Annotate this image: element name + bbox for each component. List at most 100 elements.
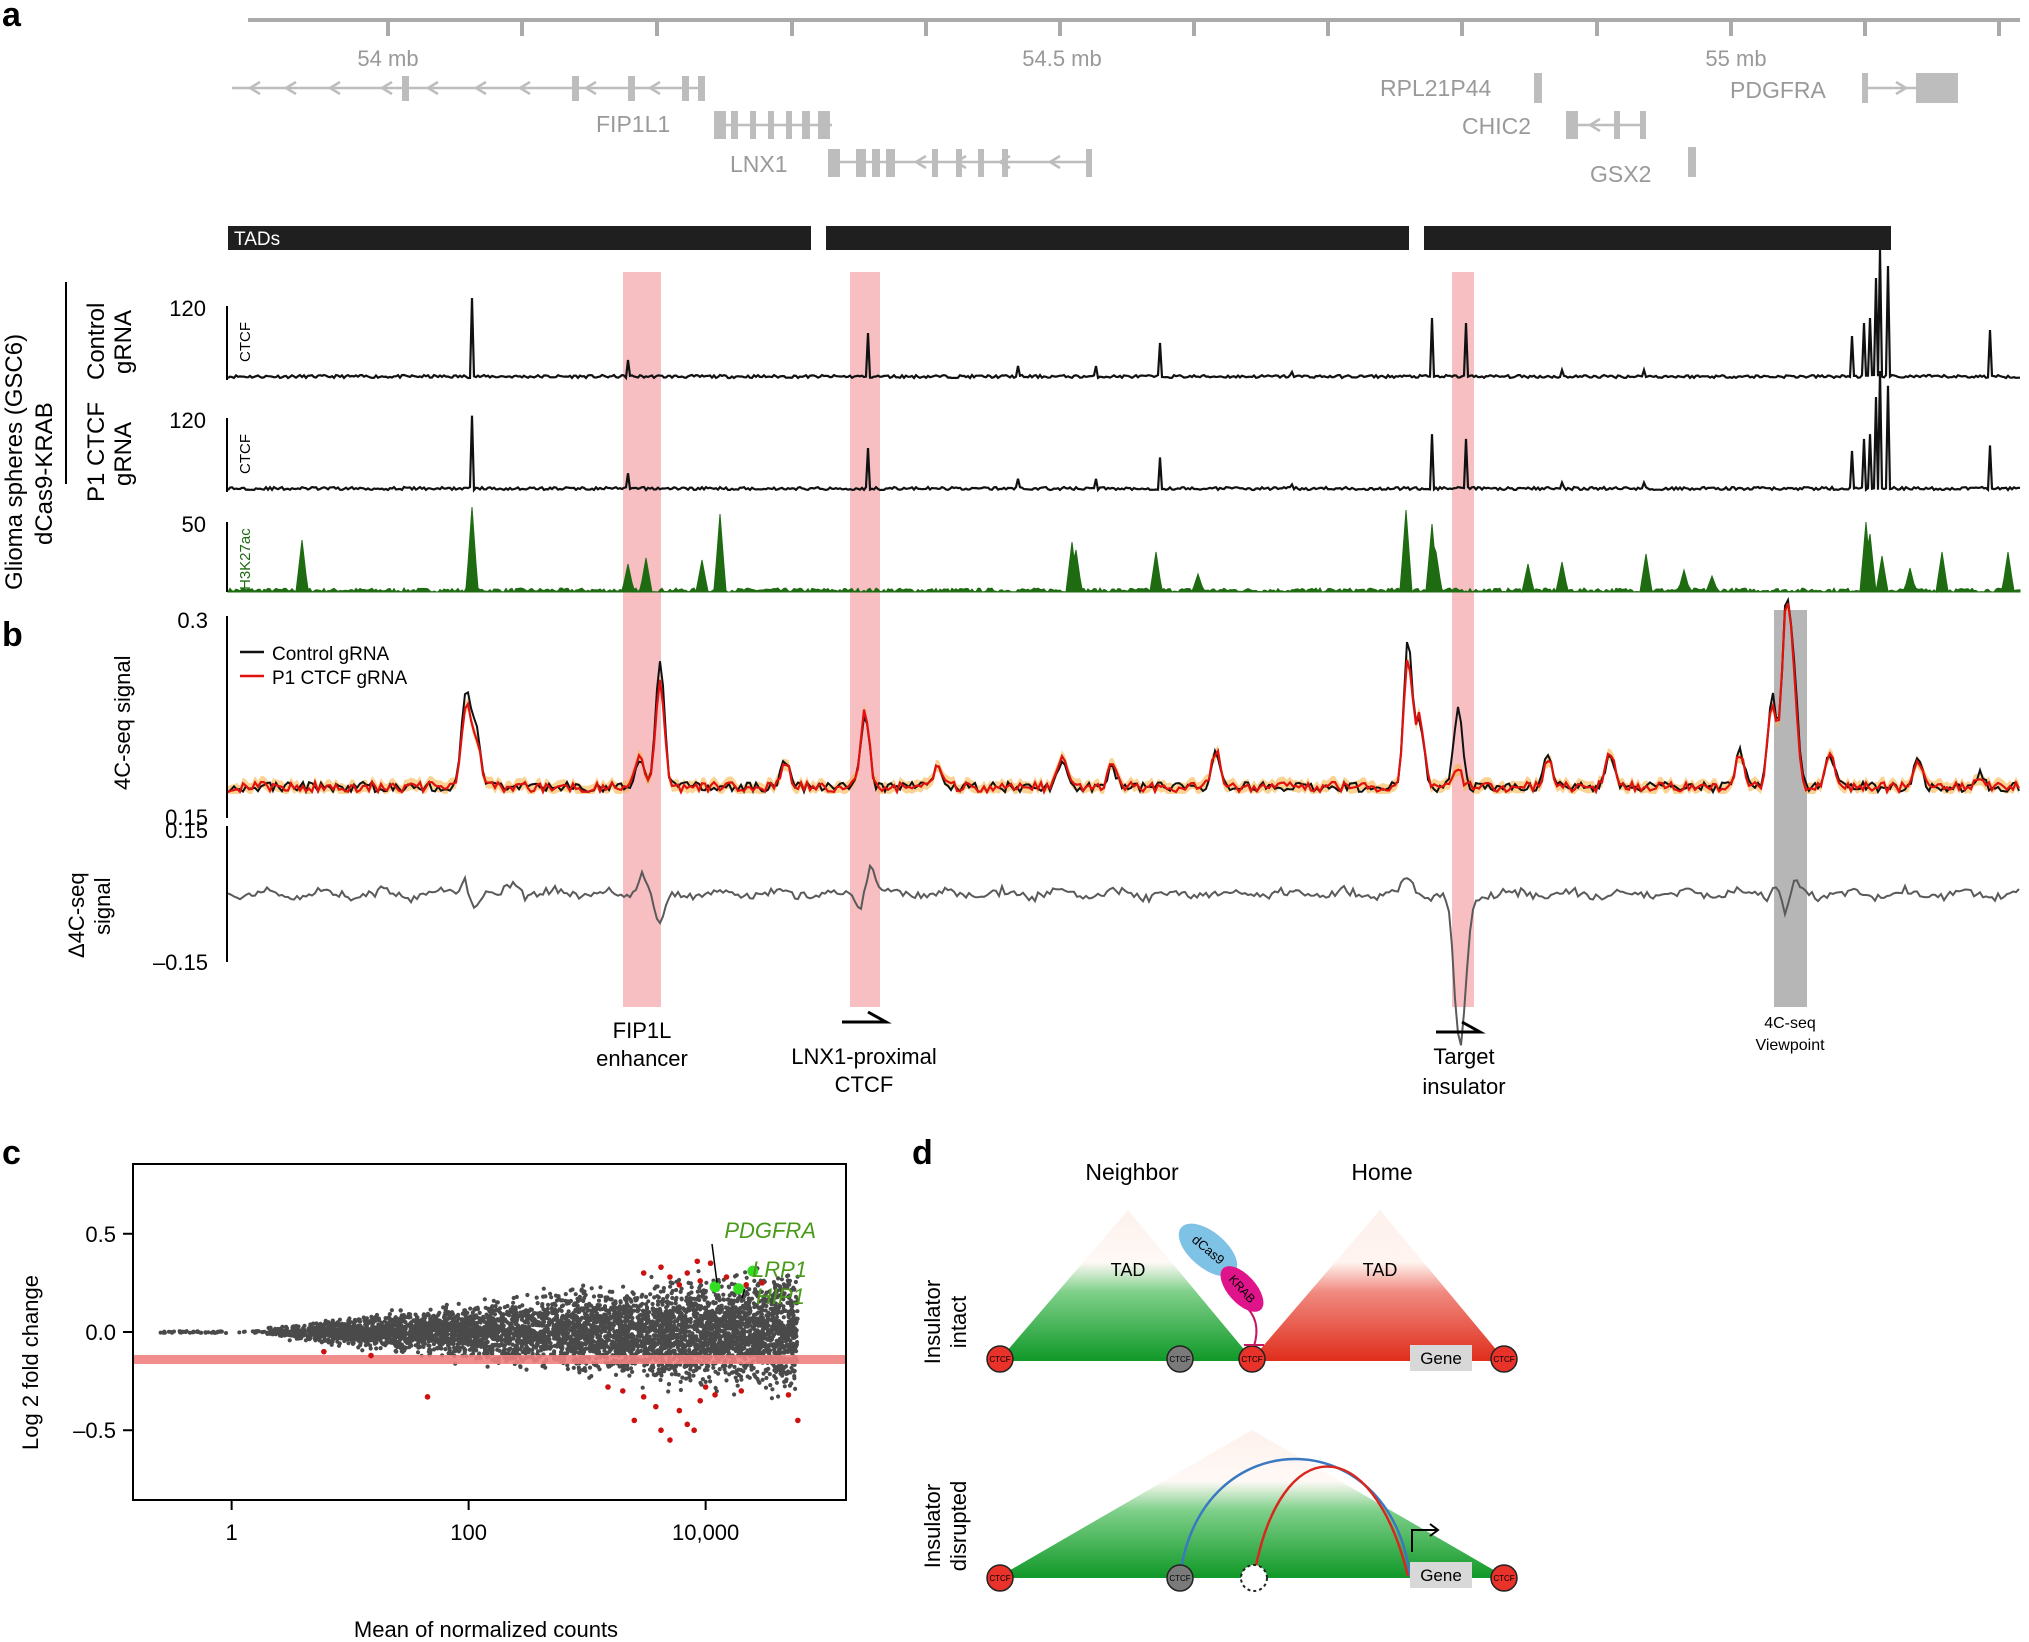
delta-ymax: 0.15 [165,818,208,843]
ma-hit-label-pdgfra: PDGFRA [724,1218,816,1243]
4c-ymax: 0.3 [177,608,208,633]
annot-fip1l-line2: enhancer [596,1046,688,1071]
gene-track: FIP1L1 LNX1 RPL21P44 CHIC2 GSX2 PDGFRA [232,73,1958,187]
ma-sig-point-7 [759,1280,765,1286]
condition-p1-line2: gRNA [110,422,137,486]
ma-sig-point-21 [691,1427,697,1434]
ma-sig-point-22 [738,1388,745,1394]
loop-blue [1178,1457,1412,1577]
intact-line1: Insulator [920,1280,945,1364]
band-lnx1-ctcf [850,272,880,1007]
ma-sig-point-13 [653,1403,659,1410]
legend-p1: P1 CTCF gRNA [272,668,407,689]
ctcf-disrupted-right: CTCF [1490,1564,1518,1592]
ma-sig-point-27 [424,1394,431,1400]
gene-chic2: CHIC2 [1462,113,1531,139]
tad-label-home: TAD [1363,1260,1398,1280]
ma-xtick-label-0: 1 [226,1520,238,1545]
band-viewpoint [1774,610,1807,1007]
gene-fip1l1: FIP1L1 [596,111,670,137]
home-tad-intact [1252,1210,1504,1359]
gene-box-intact: Gene [1410,1345,1472,1371]
4c-error-band [228,597,2019,794]
coord-54-5mb: 54.5 mb [1022,46,1102,71]
gene-pdgfra: PDGFRA [1730,77,1827,103]
ma-sig-point-8 [676,1282,683,1288]
panel-b-axes: 0.3 0.15 4C-seq signal 0.15 –0.15 Δ4C-se… [64,608,407,975]
4c-ymin: 0.15 [165,805,208,830]
ma-sig-point-24 [795,1417,801,1424]
panel-b-annotations: FIP1L enhancer LNX1-proximal CTCF Target… [596,1010,1825,1099]
ma-sig-point-10 [694,1258,701,1265]
panel-label-a: a [2,0,22,34]
gene-lnx1: LNX1 [730,151,788,177]
label-neighbor: Neighbor [1085,1159,1179,1185]
ma-xlabel: Mean of normalized counts [354,1617,618,1642]
panel-label-d: d [912,1134,933,1172]
ctcf-intact-right: CTCF [1490,1345,1518,1373]
delta-4c-line [227,863,2020,1046]
lnx1-arrow [842,1010,892,1024]
ctcf-intact-insulator: CTCF [1238,1345,1266,1373]
coord-54mb: 54 mb [357,46,418,71]
ma-sig-point-23 [785,1392,792,1398]
tad-track: TADs [228,226,1891,250]
tad-label: TADs [234,229,280,250]
ma-sig-point-26 [702,1384,709,1390]
ma-hit-leader-pdgfra [711,1243,718,1283]
ma-hit-pdgfra [709,1281,721,1293]
ma-sig-point-19 [712,1392,718,1398]
ma-hit-leader-hip1 [741,1288,746,1299]
ma-sig-point-5 [640,1270,647,1276]
intact-line2: intact [946,1296,971,1349]
coord-55mb: 55 mb [1705,46,1766,71]
annot-target-line1: Target [1433,1044,1494,1069]
gene-rpl21p44: RPL21P44 [1380,75,1491,101]
track2-label: CTCF [237,434,254,474]
dcas9-shape [1178,1223,1238,1277]
panel-label-c: c [2,1134,21,1172]
merged-tad-disrupted [1000,1430,1504,1576]
4c-p1-line [227,602,2020,795]
ma-sig-point-29 [368,1352,374,1359]
band-target-insulator [1452,272,1474,1007]
4c-control-line [227,596,2020,795]
condition-p1-line1: P1 CTCF [83,402,110,502]
annot-fip1l-line1: FIP1L [613,1018,672,1043]
ctcf-p1-track [227,370,2021,493]
delta-ylabel-line1: Δ4C-seq [64,872,89,958]
ma-sig-point-25 [605,1384,611,1390]
label-home: Home [1351,1159,1412,1185]
ctcf-intact-left: CTCF [986,1345,1014,1373]
delta-ylabel-line2: signal [90,878,115,935]
h3k27ac-track [227,506,2021,594]
delta-ymin: –0.15 [153,950,208,975]
ma-sig-point-0 [667,1274,673,1280]
ma-sig-point-6 [707,1260,714,1267]
ma-axes: 1 100 10,000 0.5 0.0 –0.5 [73,1222,739,1545]
disrupted-line1: Insulator [920,1484,945,1568]
band-fip1l-enhancer [623,272,661,1007]
ma-sig-point-11 [620,1388,626,1394]
annot-lnx1-line2: CTCF [835,1072,894,1097]
tad-label-neighbor: TAD [1111,1260,1146,1280]
ma-hit-label-hip1: HIP1 [756,1284,805,1309]
highlight-bands [623,272,1807,1007]
condition-control-line1: Control [83,303,110,380]
tss-arrow [1411,1529,1436,1552]
ma-hit-label-lrp1: LRP1 [752,1257,807,1282]
sample-group-line2: dCas9-KRAB [31,402,58,545]
ctcf-disrupted-gray: CTCF [1166,1564,1194,1592]
ma-ytick-label-0: 0.5 [85,1222,116,1247]
ma-zero-band [134,1355,845,1364]
ma-sig-point-1 [684,1270,691,1276]
ma-sig-point-4 [743,1282,750,1288]
condition-control-line2: gRNA [110,310,137,374]
legend-control: Control gRNA [272,644,390,665]
track1-label: CTCF [237,322,254,362]
target-arrow [1436,1020,1486,1034]
ma-xtick-label-1: 100 [450,1520,487,1545]
disrupted-line2: disrupted [946,1481,971,1572]
